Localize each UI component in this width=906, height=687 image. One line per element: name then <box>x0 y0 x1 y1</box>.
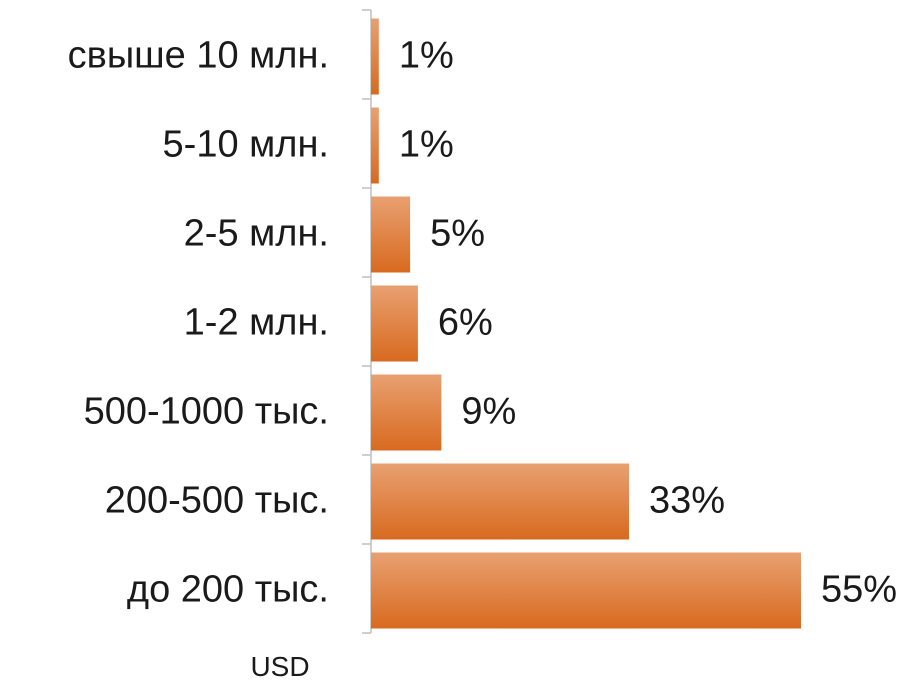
value-label: 6% <box>438 302 493 344</box>
bar <box>371 374 442 451</box>
bar <box>371 107 379 184</box>
category-label: 5-10 млн. <box>163 124 329 166</box>
value-label: 1% <box>399 35 454 77</box>
value-label: 9% <box>461 391 516 433</box>
bar <box>371 285 418 362</box>
category-label: 1-2 млн. <box>184 302 329 344</box>
category-label: свыше 10 млн. <box>68 35 329 77</box>
axis-layer <box>362 9 372 634</box>
category-label: 2-5 млн. <box>184 213 329 255</box>
value-label: 1% <box>399 124 454 166</box>
bar <box>371 552 801 629</box>
value-label: 55% <box>821 569 897 611</box>
bar <box>371 18 379 95</box>
category-label: 500-1000 тыс. <box>84 391 329 433</box>
category-label: до 200 тыс. <box>127 569 329 611</box>
bar-layer <box>371 18 801 629</box>
value-label: 5% <box>430 213 485 255</box>
bar <box>371 463 629 540</box>
bar <box>371 196 411 273</box>
label-layer: свыше 10 млн. 1% 5-10 млн. 1% 2-5 млн. 5% 1-2 … <box>68 35 897 611</box>
unit-label: USD <box>250 651 309 682</box>
value-label: 33% <box>649 480 725 522</box>
category-label: 200-500 тыс. <box>105 480 329 522</box>
